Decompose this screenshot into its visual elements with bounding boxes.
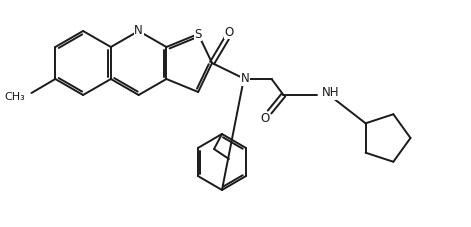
Text: N: N — [240, 72, 249, 86]
Text: O: O — [260, 113, 269, 126]
Text: N: N — [134, 25, 143, 37]
Text: CH₃: CH₃ — [5, 92, 25, 102]
Text: O: O — [224, 25, 234, 39]
Text: S: S — [195, 27, 202, 40]
Text: NH: NH — [322, 86, 340, 99]
